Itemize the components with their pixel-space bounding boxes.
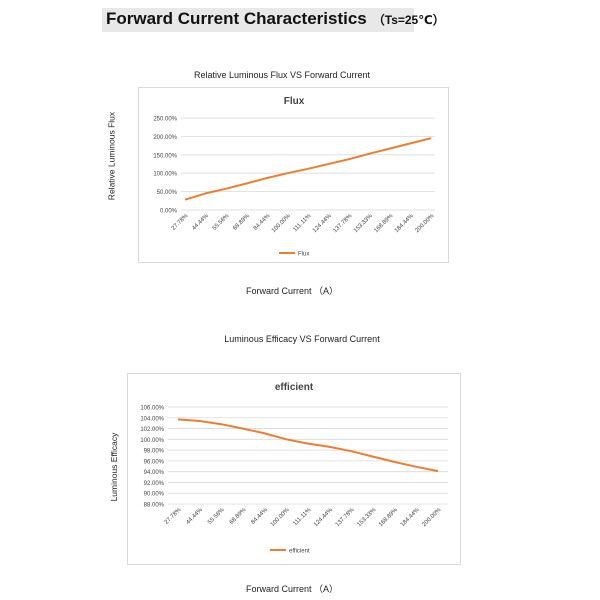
x-tick-label: 44.44% xyxy=(185,507,204,526)
chart1-svg: Flux 0.00% 50.00% 100.00% 150.00% 200.00% 250.… xyxy=(153,96,436,258)
page-title: Forward Current Characteristics （Ts=25℃） xyxy=(106,9,445,29)
y-tick-label: 100.00% xyxy=(140,438,164,444)
title-background xyxy=(102,8,414,32)
x-tick-label: 27.78% xyxy=(171,213,190,232)
y-tick-label: 98.00% xyxy=(144,449,165,455)
x-tick-label: 124.44% xyxy=(313,507,334,528)
title-text: Forward Current Characteristics xyxy=(106,9,367,28)
y-tick-label: 90.00% xyxy=(144,492,165,498)
y-tick-label: 200.00% xyxy=(153,135,177,141)
chart-title: efficient xyxy=(275,382,314,393)
series-line xyxy=(177,418,439,473)
x-tick-label: 111.11% xyxy=(292,213,313,234)
y-tick-label: 92.00% xyxy=(144,481,165,487)
chart1-caption: Relative Luminous Flux VS Forward Curren… xyxy=(193,70,371,80)
x-tick-label: 200.00% xyxy=(421,507,442,528)
chart2-panel: efficient 88.00% 90.00% 92.00% 94.00% 96.00% 9… xyxy=(127,373,461,565)
x-tick-label: 68.89% xyxy=(232,213,251,232)
y-tick-label: 100.00% xyxy=(153,172,177,178)
y-tick-label: 250.00% xyxy=(153,117,177,123)
x-tick-label: 111.11% xyxy=(292,507,313,528)
x-tick-label: 68.89% xyxy=(229,507,248,526)
x-tick-label: 124.44% xyxy=(312,213,333,234)
legend-label: efficient xyxy=(289,549,310,555)
y-tick-label: 102.00% xyxy=(140,427,164,433)
x-tick-label: 100.00% xyxy=(271,213,292,234)
series-line xyxy=(184,137,432,201)
chart1-ylabel: Relative Luminous Flux xyxy=(106,111,117,201)
x-tick-label: 184.44% xyxy=(394,213,415,234)
y-tick-label: 150.00% xyxy=(153,153,177,159)
chart1-xlabel: Forward Current （A） xyxy=(245,286,339,296)
title-condition: （Ts=25℃） xyxy=(372,13,445,27)
chart2-ylabel: Luminous Efficacy xyxy=(109,432,119,502)
y-tick-label: 104.00% xyxy=(140,416,164,422)
x-tick-label: 27.78% xyxy=(164,507,183,526)
chart2-xlabel: Forward Current （A） xyxy=(245,584,339,594)
x-tick-label: 153.33% xyxy=(356,507,377,528)
x-tick-label: 184.44% xyxy=(400,507,421,528)
x-tick-label: 137.78% xyxy=(332,213,353,234)
x-tick-label: 55.56% xyxy=(207,507,226,526)
x-tick-label: 200.00% xyxy=(414,213,435,234)
x-tick-label: 55.56% xyxy=(212,213,231,232)
x-tick-label: 168.89% xyxy=(378,507,399,528)
x-tick-label: 44.44% xyxy=(191,213,210,232)
chart1-panel: Flux 0.00% 50.00% 100.00% 150.00% 200.00% 250.… xyxy=(138,87,449,263)
chart2-caption: Luminous Efficacy VS Forward Current xyxy=(224,334,380,344)
y-tick-label: 96.00% xyxy=(144,459,165,465)
x-tick-label: 84.44% xyxy=(253,213,272,232)
legend-label: Flux xyxy=(298,252,309,258)
y-tick-label: 0.00% xyxy=(160,209,178,215)
chart2-svg: efficient 88.00% 90.00% 92.00% 94.00% 96.00% 9… xyxy=(140,382,448,555)
x-tick-label: 84.44% xyxy=(250,507,269,526)
y-tick-label: 88.00% xyxy=(144,503,165,509)
chart-title: Flux xyxy=(284,96,305,107)
y-tick-label: 50.00% xyxy=(157,190,178,196)
x-tick-label: 168.89% xyxy=(373,213,394,234)
x-tick-label: 153.33% xyxy=(353,213,374,234)
y-tick-label: 94.00% xyxy=(144,470,165,476)
y-tick-label: 106.00% xyxy=(140,406,164,412)
x-tick-label: 100.00% xyxy=(270,507,291,528)
x-tick-label: 137.78% xyxy=(335,507,356,528)
